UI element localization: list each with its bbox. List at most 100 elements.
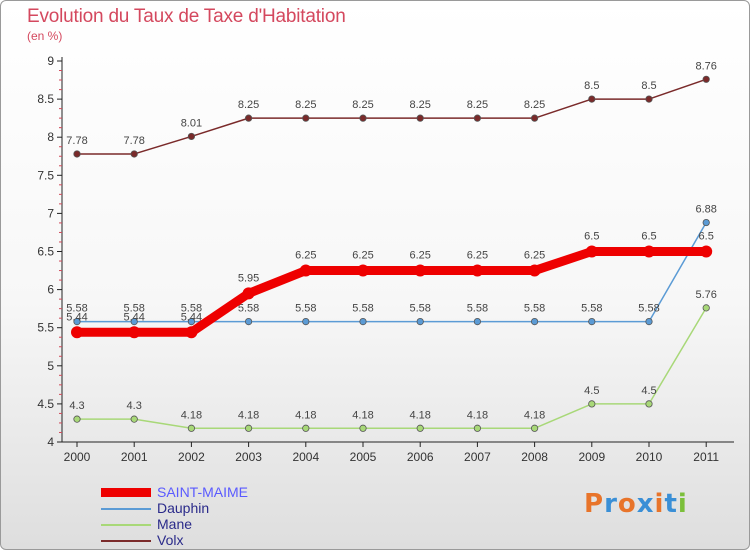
legend-item-mane: Mane	[101, 516, 321, 533]
data-point-dauphin	[473, 318, 481, 326]
data-point-volx	[359, 114, 367, 122]
data-point-dauphin	[416, 318, 424, 326]
legend-label-dauphin: Dauphin	[157, 500, 210, 516]
data-point-volx	[530, 114, 539, 122]
y-tick-label: 8	[47, 130, 54, 144]
logo-letter: i	[677, 489, 688, 519]
chart-title: Evolution du Taux de Taxe d'Habitation	[27, 6, 346, 27]
data-point-mane	[645, 400, 653, 408]
data-label-volx: 7.78	[123, 135, 144, 147]
series-line-volx	[76, 78, 707, 155]
legend-item-saint-maime: SAINT-MAIME	[101, 484, 321, 501]
data-label-volx: 8.25	[295, 99, 316, 111]
x-tick-label: 2007	[464, 450, 491, 464]
chart-unit-label: (en %)	[27, 29, 63, 43]
data-point-dauphin	[73, 318, 81, 326]
data-point-saint-maime	[242, 287, 255, 300]
data-point-mane	[245, 424, 253, 432]
x-tick-label: 2005	[350, 450, 377, 464]
data-label-volx: 8.5	[641, 80, 656, 92]
x-tick-label: 2008	[521, 450, 548, 464]
data-label-saint-maime: 5.44	[123, 311, 144, 323]
data-point-dauphin	[187, 318, 195, 326]
data-label-volx: 8.5	[584, 80, 599, 92]
data-point-saint-maime	[414, 264, 427, 277]
legend-label-volx: Volx	[157, 532, 184, 548]
data-point-dauphin	[530, 318, 539, 326]
data-point-volx	[187, 132, 195, 141]
logo-letter: o	[617, 489, 637, 519]
data-label-dauphin: 5.58	[238, 303, 259, 315]
data-label-mane: 4.18	[295, 409, 316, 421]
series-line-dauphin	[76, 221, 707, 323]
legend-item-dauphin: Dauphin	[101, 500, 321, 517]
data-point-saint-maime	[128, 326, 141, 339]
x-tick-label: 2004	[292, 450, 319, 464]
legend-swatch-dauphin	[101, 508, 151, 510]
data-point-saint-maime	[528, 264, 541, 277]
data-point-saint-maime	[357, 264, 369, 277]
data-point-saint-maime	[71, 326, 83, 339]
data-point-volx	[645, 95, 653, 103]
data-label-dauphin: 5.58	[467, 303, 488, 315]
data-label-mane: 4.18	[524, 409, 545, 421]
data-point-saint-maime	[700, 245, 713, 258]
data-point-dauphin	[130, 318, 138, 326]
data-label-saint-maime: 6.5	[641, 231, 656, 243]
y-tick-label: 8.5	[37, 92, 54, 106]
data-point-volx	[702, 75, 710, 83]
data-point-dauphin	[588, 318, 596, 326]
data-label-saint-maime: 6.25	[295, 250, 316, 262]
data-label-saint-maime: 5.95	[238, 272, 259, 284]
y-tick-label: 7.5	[37, 168, 54, 182]
data-point-saint-maime	[471, 264, 484, 277]
data-point-volx	[416, 114, 424, 122]
data-label-mane: 5.76	[695, 289, 716, 301]
x-tick-label: 2001	[121, 450, 148, 464]
data-label-saint-maime: 6.25	[524, 250, 545, 262]
data-point-mane	[130, 415, 138, 423]
x-tick-label: 2000	[64, 450, 91, 464]
data-label-dauphin: 5.58	[123, 303, 144, 315]
y-tick-label: 4	[47, 435, 54, 449]
data-label-mane: 4.3	[127, 400, 142, 412]
data-point-dauphin	[245, 318, 253, 326]
data-point-volx	[130, 150, 138, 158]
data-label-volx: 8.25	[524, 99, 545, 111]
data-point-mane	[473, 424, 481, 432]
data-label-volx: 8.01	[181, 117, 202, 129]
data-point-dauphin	[302, 318, 310, 326]
legend-swatch-saint-maime	[101, 488, 151, 497]
data-point-dauphin	[359, 318, 367, 326]
x-tick-label: 2003	[235, 450, 262, 464]
y-tick-label: 7	[47, 206, 54, 220]
logo-letter: i	[654, 489, 665, 519]
data-point-mane	[416, 424, 424, 432]
data-point-mane	[187, 424, 195, 432]
data-label-saint-maime: 6.5	[584, 231, 599, 243]
data-point-mane	[588, 400, 596, 408]
data-label-dauphin: 5.58	[352, 303, 373, 315]
data-label-dauphin: 5.58	[181, 303, 202, 315]
series-line-saint-maime	[72, 247, 711, 337]
data-label-volx: 8.25	[352, 99, 373, 111]
data-point-volx	[73, 150, 81, 158]
data-point-dauphin	[702, 218, 710, 227]
legend-swatch-volx	[101, 540, 151, 542]
data-point-mane	[530, 424, 539, 432]
data-label-volx: 8.25	[409, 99, 430, 111]
data-label-dauphin: 5.58	[581, 303, 602, 315]
data-label-saint-maime: 6.25	[409, 250, 430, 262]
data-point-saint-maime	[299, 264, 312, 277]
data-label-dauphin: 5.58	[409, 303, 430, 315]
proxiti-logo: Proxiti	[584, 489, 688, 519]
data-label-dauphin: 5.58	[66, 303, 87, 315]
data-point-mane	[302, 424, 310, 432]
y-tick-label: 6.5	[37, 245, 54, 259]
legend: SAINT-MAIME Dauphin Mane Volx	[101, 484, 321, 549]
data-point-mane	[359, 424, 367, 432]
data-label-dauphin: 5.58	[524, 303, 545, 315]
data-label-mane: 4.3	[69, 400, 84, 412]
